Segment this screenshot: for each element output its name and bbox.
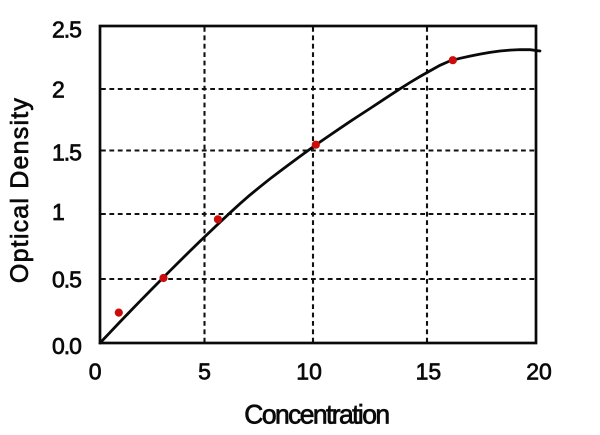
svg-text:0: 0: [89, 359, 102, 385]
svg-text:0.5: 0.5: [52, 267, 81, 293]
svg-text:2: 2: [52, 77, 64, 103]
svg-text:15: 15: [416, 359, 442, 385]
svg-text:Optical Density: Optical Density: [6, 97, 34, 283]
svg-text:10: 10: [296, 359, 322, 385]
svg-text:20: 20: [526, 359, 552, 385]
svg-text:5: 5: [198, 359, 211, 385]
svg-text:0.0: 0.0: [52, 333, 81, 359]
svg-text:1: 1: [52, 199, 64, 225]
svg-text:2.5: 2.5: [52, 17, 81, 43]
svg-text:Concentration: Concentration: [244, 400, 389, 430]
svg-text:1.5: 1.5: [52, 140, 81, 166]
